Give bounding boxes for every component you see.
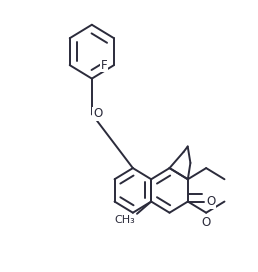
Text: CH₃: CH₃: [114, 215, 135, 225]
Text: O: O: [201, 216, 211, 229]
Text: F: F: [101, 59, 108, 72]
Text: O: O: [93, 107, 102, 120]
Text: O: O: [206, 195, 216, 208]
